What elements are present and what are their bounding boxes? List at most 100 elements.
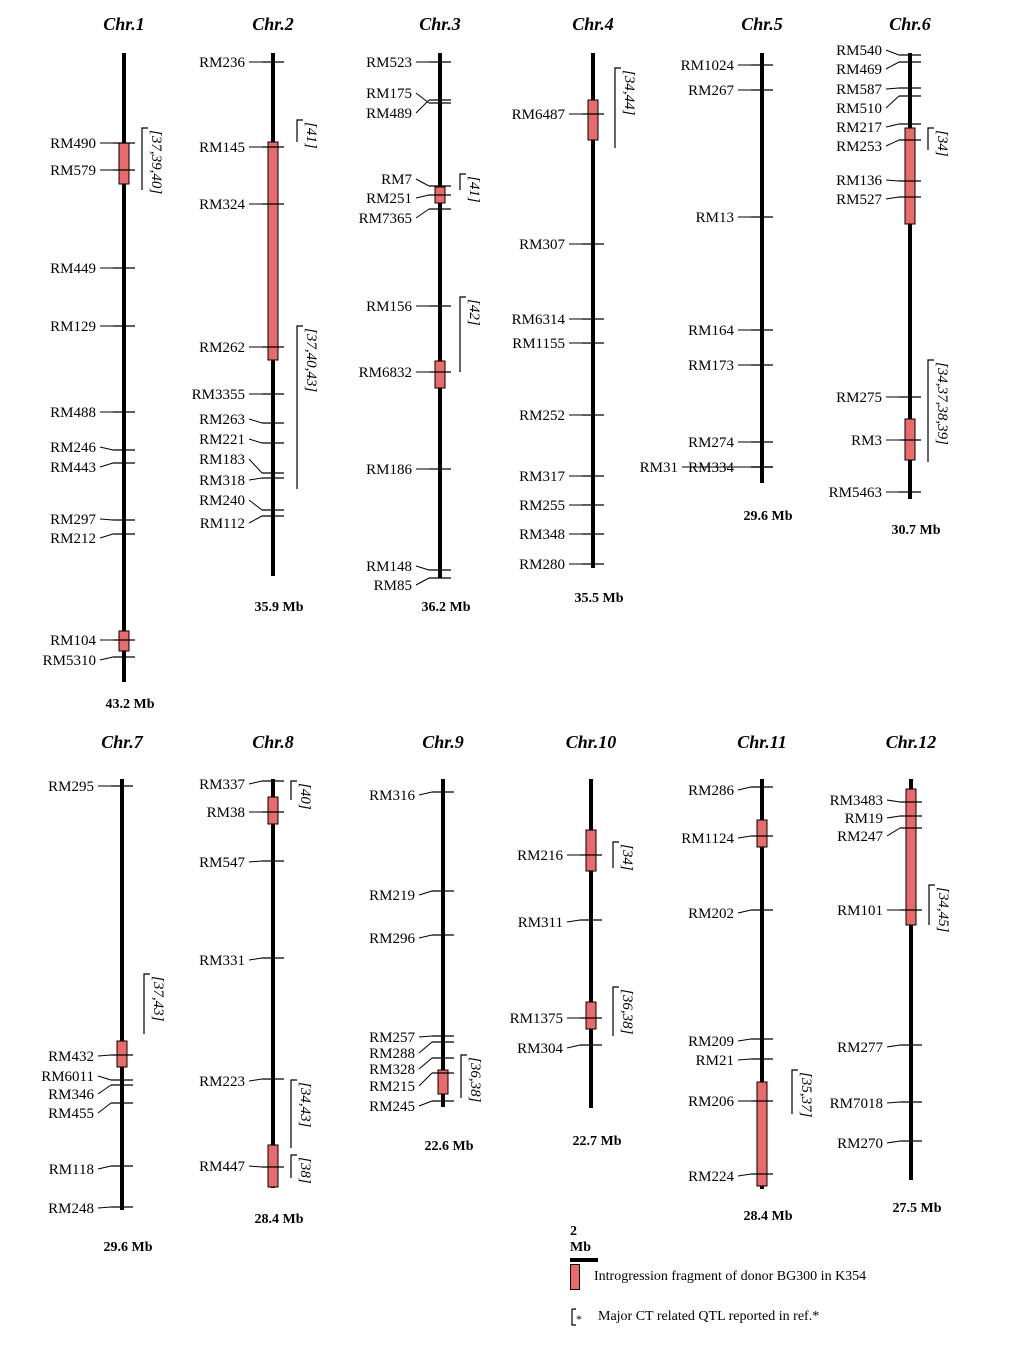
marker-leader [418,890,433,896]
legend-fragment: Introgression fragment of donor BG300 in… [570,1264,866,1290]
marker-label: RM206 [688,1094,734,1110]
chromosome-title: Chr.11 [737,732,787,752]
marker-leader [248,515,263,524]
chromosome-title: Chr.4 [572,14,614,34]
marker-label: RM6011 [41,1069,94,1085]
marker-label: RM219 [369,888,415,904]
marker-label: RM240 [199,493,245,509]
marker-leader [418,791,433,796]
qtl-symbol: * [576,1312,582,1326]
chromosome-size: 22.7 Mb [573,1134,622,1149]
marker-label: RM246 [50,440,96,456]
marker-leader [886,799,901,803]
marker-leader [248,780,263,785]
marker-leader [99,446,114,451]
chromosome-title: Chr.8 [252,732,294,752]
marker-label: RM348 [519,527,565,543]
chromosome-10: Chr.10 RM216 RM311 RM1375 RM304 [34] [36,38] 22… [510,732,635,1149]
introgression-fragment [585,829,597,872]
qtl-bracket [927,127,934,150]
marker-label: RM251 [366,191,412,207]
marker-leader [97,1075,112,1081]
marker-label: RM547 [199,855,245,871]
marker-leader [97,1084,112,1095]
qtl-bracket [290,1154,297,1178]
chromosome-size: 28.4 Mb [744,1209,793,1224]
marker-leader [885,61,900,70]
introgression-fragment [587,99,599,141]
qtl-label: [37,40,43] [303,328,319,392]
marker-label: RM432 [48,1049,94,1065]
marker-label: RM175 [366,86,412,102]
marker-leader [97,1054,112,1057]
marker-label: RM447 [199,1159,245,1175]
marker-leader [737,786,752,791]
qtl-bracket [460,1054,467,1098]
marker-leader [885,179,900,182]
marker-leader [885,196,900,200]
marker-label: RM1375 [510,1011,563,1027]
marker-leader [248,458,263,474]
marker-label: RM337 [199,777,245,793]
marker-label: RM324 [199,197,245,213]
marker-label: RM148 [366,559,412,575]
marker-label: RM112 [200,516,245,532]
chromosome-size: 36.2 Mb [422,600,471,615]
marker-leader [248,499,263,511]
qtl-label: [36,38] [619,989,635,1035]
marker-label: RM6314 [512,312,566,328]
chromosome-5: Chr.5 RM1024 RM267 RM13 RM164 RM173 RM274 RM31 R… [640,14,793,524]
marker-leader [885,139,900,147]
marker-label: RM104 [50,633,96,649]
chromosome-3: Chr.3 RM523 RM175 RM489 RM7 RM251 RM7365 RM156 R… [359,14,482,615]
chromosome-title: Chr.5 [741,14,783,34]
marker-label: RM262 [199,340,245,356]
marker-label: RM255 [519,498,565,514]
marker-label: RM186 [366,462,412,478]
marker-label: RM304 [517,1041,563,1057]
marker-label: RM221 [199,432,245,448]
qtl-bracket [612,841,619,868]
qtl-label: [42] [466,299,482,326]
marker-leader [99,462,114,468]
marker-leader [248,1078,263,1082]
scale-bar-line [570,1258,598,1262]
marker-leader [99,656,114,661]
introgression-fragment [116,1040,128,1068]
marker-leader [99,518,114,521]
marker-label: RM19 [845,811,883,827]
introgression-fragment [437,1069,449,1095]
fragment-swatch [570,1264,580,1290]
marker-label: RM449 [50,261,96,277]
marker-leader [97,1165,112,1170]
chromosome-size: 30.7 Mb [892,523,941,538]
marker-label: RM202 [688,906,734,922]
chromosome-size: 27.5 Mb [893,1201,942,1216]
introgression-fragment [267,1144,279,1188]
marker-label: RM217 [836,120,882,136]
chromosome-title: Chr.10 [566,732,617,752]
introgression-fragment [267,796,279,825]
marker-label: RM129 [50,319,96,335]
marker-leader [886,1101,901,1104]
marker-label: RM164 [688,323,734,339]
chromosome-title: Chr.9 [422,732,464,752]
marker-label: RM13 [696,210,734,226]
qtl-label: [34,45] [935,887,951,933]
marker-leader [415,577,430,586]
marker-label: RM523 [366,55,412,71]
marker-leader [248,1165,263,1168]
marker-leader [737,1173,752,1177]
marker-leader [248,860,263,863]
marker-leader [418,1041,433,1054]
chromosome-size: 35.5 Mb [575,591,624,606]
marker-label: RM307 [519,237,565,253]
chromosome-8: Chr.8 RM337 RM38 RM547 RM331 RM223 RM447 [40] [3… [199,732,313,1227]
qtl-bracket [614,67,621,148]
marker-label: RM297 [50,512,96,528]
marker-label: RM275 [836,390,882,406]
qtl-label: [40] [297,783,313,810]
marker-label: RM443 [50,460,96,476]
introgression-fragment [434,360,446,389]
marker-leader [885,123,900,128]
